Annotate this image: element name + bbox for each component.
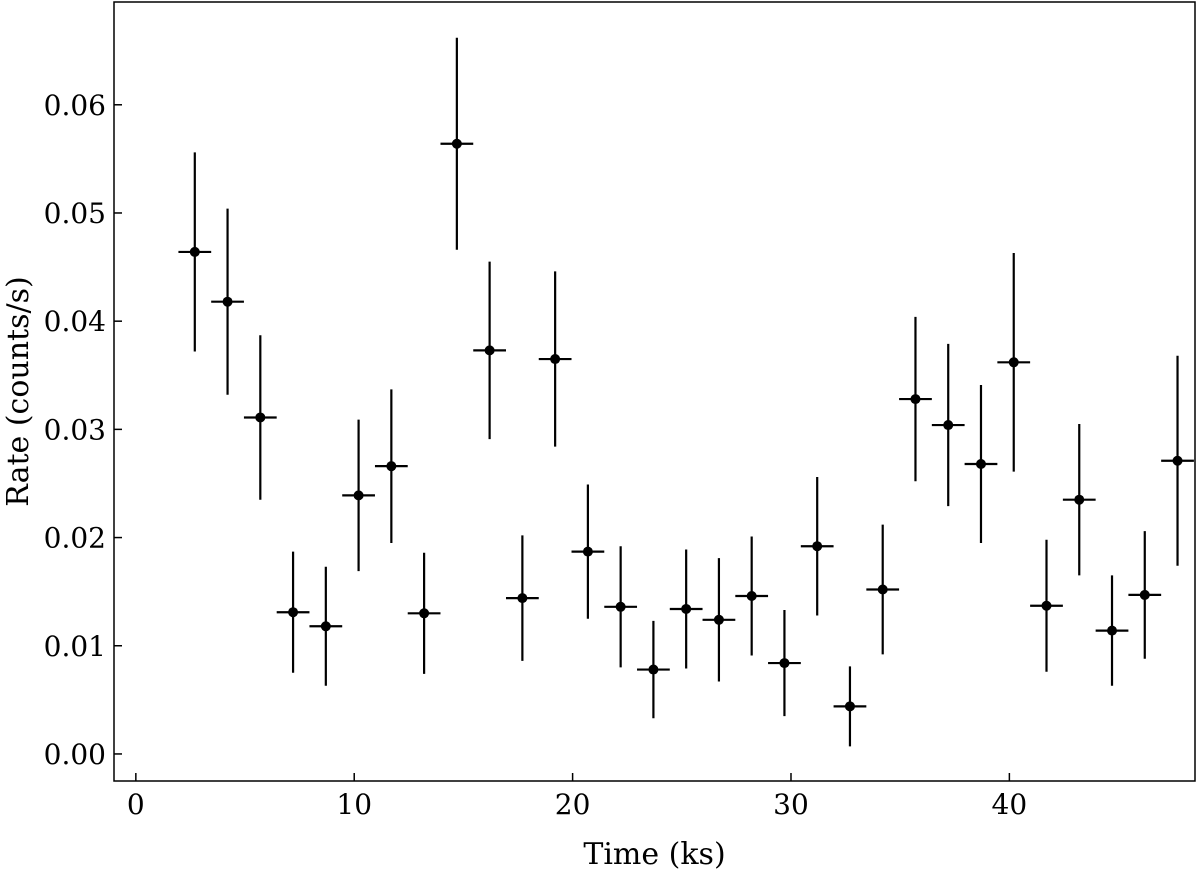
data-point	[243, 335, 277, 500]
y-tick-label: 0.05	[44, 197, 106, 230]
data-marker	[288, 607, 299, 618]
data-point	[1030, 539, 1063, 672]
data-marker	[1107, 625, 1118, 636]
data-point	[768, 610, 801, 717]
data-point	[309, 566, 343, 686]
data-marker	[812, 541, 823, 552]
data-marker	[1172, 455, 1183, 466]
axis-ticks: 0 10 20 30 40 0.00 0.01 0.02 0.03 0.04 0.05 0.06	[44, 89, 1028, 821]
y-tick-label: 0.06	[44, 89, 106, 122]
data-marker	[648, 664, 659, 675]
data-point	[964, 385, 998, 543]
data-point	[538, 271, 572, 447]
y-axis-label: Rate (counts/s)	[1, 276, 36, 506]
data-marker	[222, 296, 233, 307]
data-marker	[975, 458, 986, 469]
data-marker	[910, 394, 921, 405]
data-point	[1128, 531, 1162, 659]
data-marker	[550, 354, 561, 365]
data-point	[702, 558, 736, 682]
data-point	[211, 208, 244, 395]
data-points	[178, 37, 1194, 747]
data-point	[1095, 575, 1129, 686]
x-tick-label: 10	[336, 788, 372, 821]
data-point	[637, 620, 670, 719]
y-tick-label: 0.03	[44, 413, 106, 446]
x-tick-label: 30	[773, 788, 809, 821]
data-point	[866, 524, 900, 655]
data-marker	[1041, 600, 1052, 611]
data-marker	[419, 608, 430, 619]
data-marker	[877, 584, 888, 595]
data-marker	[517, 593, 528, 604]
x-tick-label: 40	[992, 788, 1028, 821]
data-marker	[1008, 357, 1019, 368]
data-point	[899, 316, 932, 482]
data-point	[571, 484, 605, 619]
data-marker	[353, 490, 364, 501]
data-point	[342, 419, 375, 572]
data-marker	[582, 546, 593, 557]
data-point	[931, 343, 965, 507]
data-marker	[615, 601, 626, 612]
data-marker	[484, 345, 495, 356]
data-marker	[1074, 494, 1085, 505]
data-point	[407, 552, 441, 674]
x-tick-label: 20	[555, 788, 591, 821]
data-marker	[681, 603, 692, 614]
x-axis-label: Time (ks)	[583, 837, 725, 872]
y-tick-label: 0.01	[44, 630, 106, 663]
data-point	[1062, 423, 1096, 576]
data-point	[178, 152, 212, 352]
data-marker	[255, 412, 266, 423]
plot-frame	[113, 1, 1196, 782]
y-tick-label: 0.00	[44, 738, 106, 771]
data-marker	[1139, 589, 1150, 600]
data-point	[276, 551, 310, 673]
data-point	[440, 37, 474, 250]
data-marker	[320, 621, 331, 632]
y-tick-label: 0.02	[44, 522, 106, 555]
data-marker	[943, 420, 954, 431]
data-point	[800, 476, 834, 616]
data-point	[833, 666, 867, 747]
data-point	[735, 536, 769, 656]
data-point	[997, 253, 1031, 472]
data-marker	[844, 701, 855, 712]
data-marker	[713, 614, 724, 625]
data-marker	[451, 138, 462, 149]
data-marker	[386, 461, 397, 472]
data-marker	[779, 658, 790, 669]
data-marker	[746, 590, 757, 601]
data-marker	[189, 246, 200, 257]
data-point	[604, 546, 638, 668]
data-point	[473, 261, 506, 440]
data-point	[1161, 355, 1194, 566]
data-point	[669, 549, 703, 669]
data-point	[505, 535, 539, 661]
data-point	[374, 389, 408, 543]
y-tick-label: 0.04	[44, 305, 106, 338]
x-tick-label: 0	[127, 788, 145, 821]
